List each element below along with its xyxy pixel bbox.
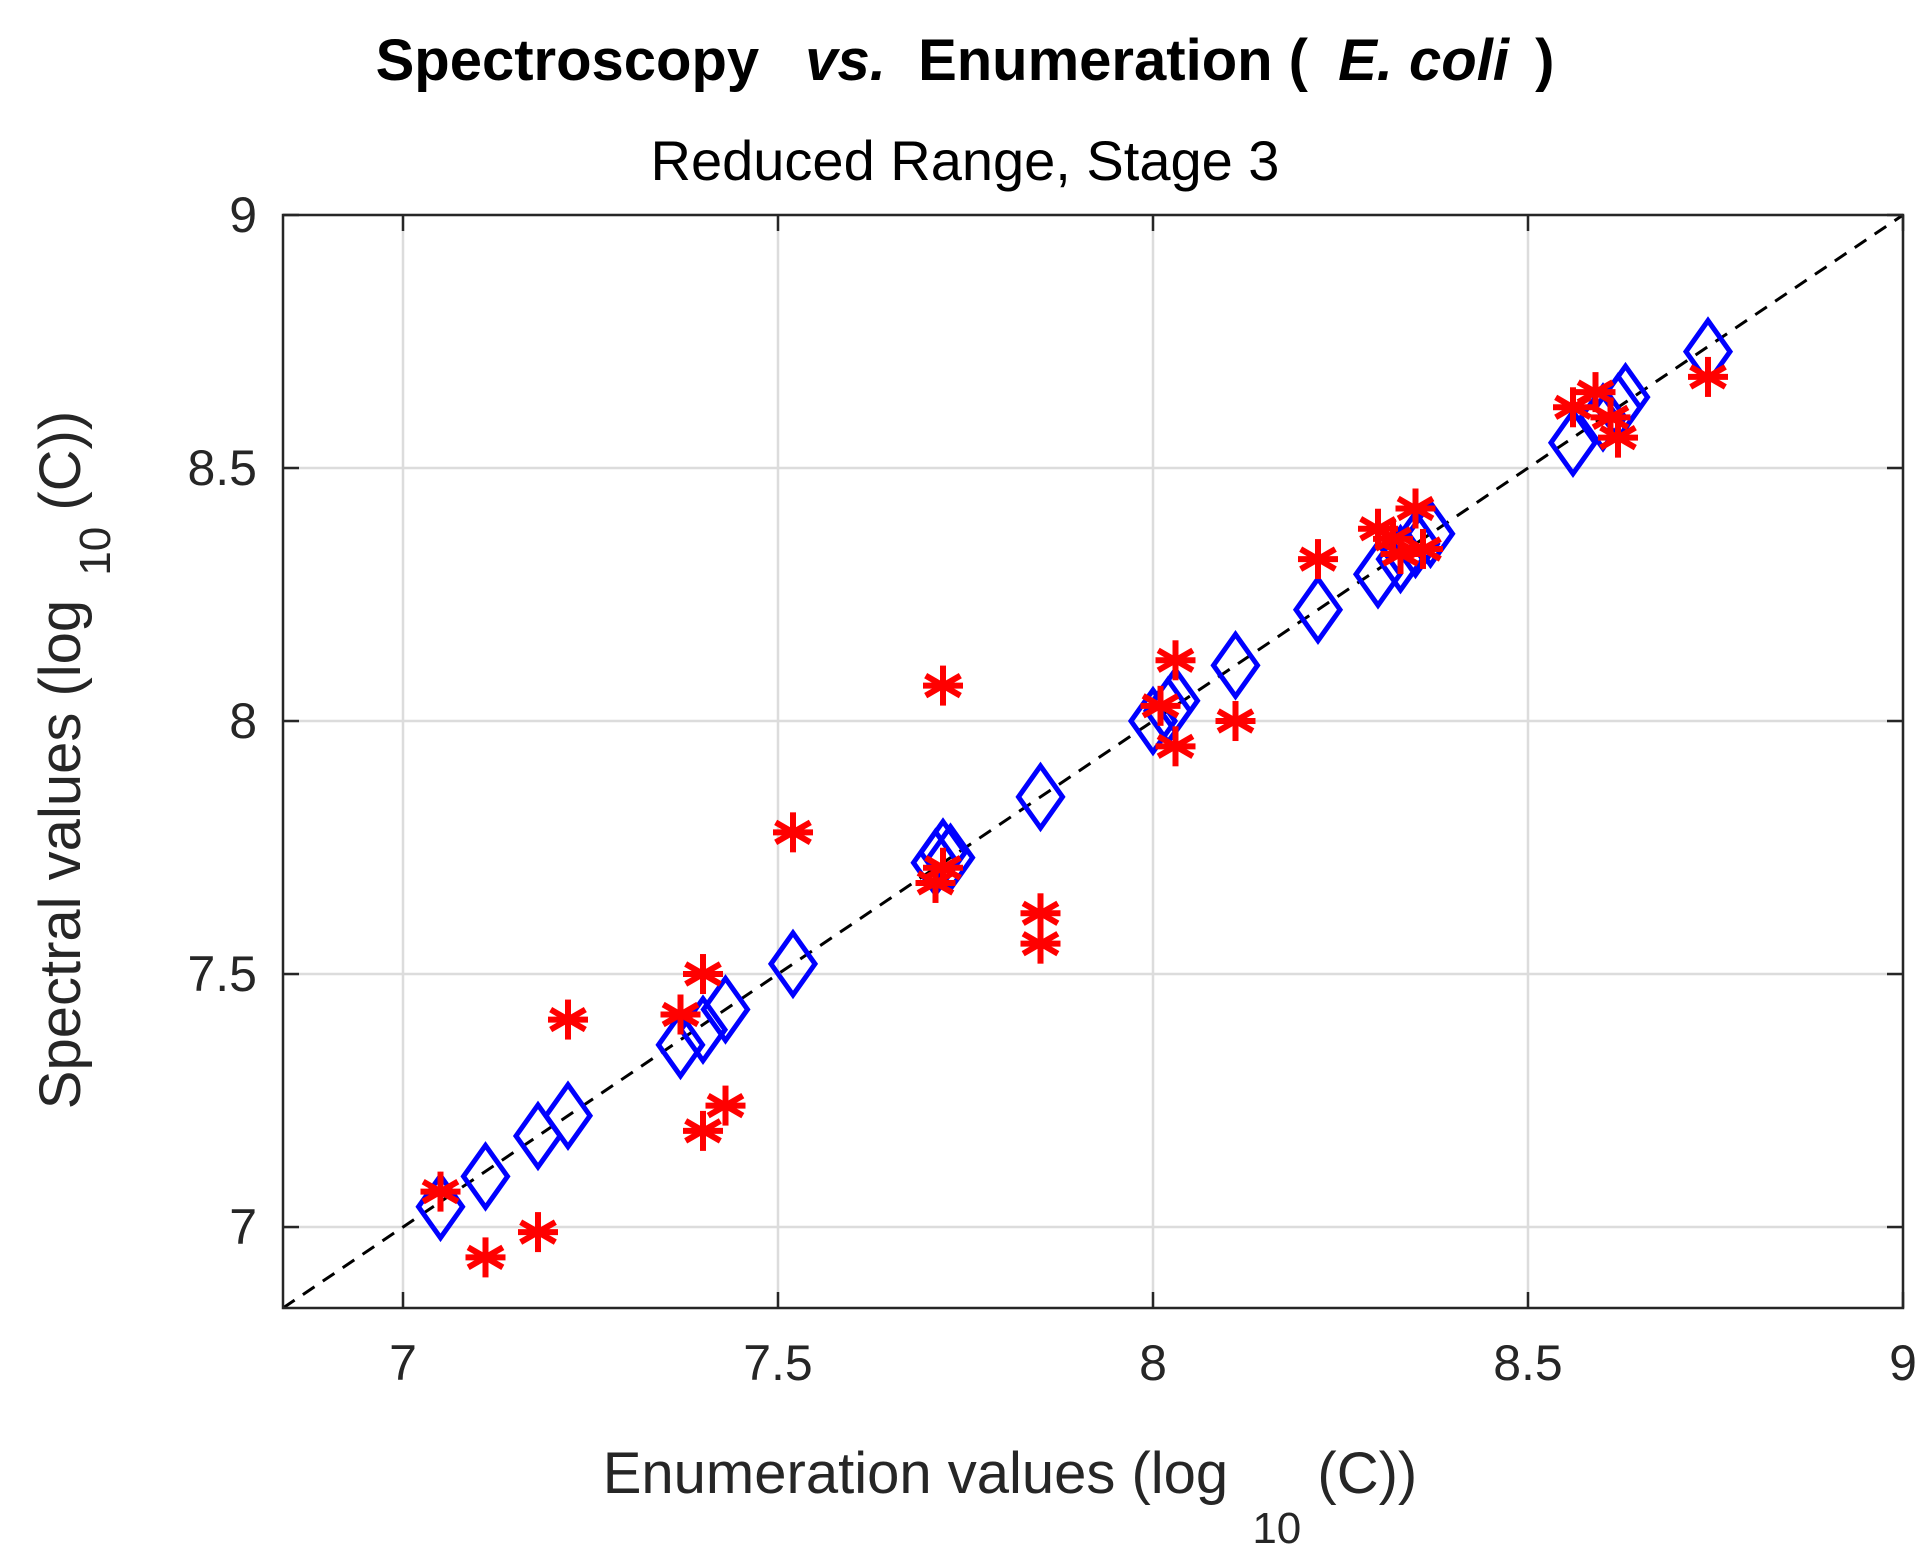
asterisk-point bbox=[1403, 528, 1443, 569]
asterisk-point bbox=[1155, 726, 1196, 767]
diamond-point bbox=[460, 1141, 511, 1212]
asterisk-point bbox=[915, 862, 956, 903]
y-axis-label-end: (C)) bbox=[28, 411, 93, 511]
x-axis-label: Enumeration values (log 10 (C)) bbox=[603, 1441, 1418, 1556]
asterisk-series bbox=[420, 356, 1728, 1278]
asterisk-point bbox=[773, 812, 813, 853]
asterisk-point bbox=[1598, 417, 1638, 458]
asterisk-point bbox=[1155, 640, 1196, 681]
asterisk-point bbox=[518, 1212, 558, 1253]
x-axis-label-end: (C)) bbox=[1317, 1441, 1417, 1506]
asterisk-point bbox=[420, 1171, 461, 1212]
asterisk-point bbox=[1020, 923, 1061, 964]
diamond-point bbox=[1547, 407, 1599, 479]
x-axis-label-sub: 10 bbox=[1252, 1504, 1301, 1553]
y-tick-label: 7 bbox=[229, 1199, 257, 1255]
plot-frame bbox=[281, 213, 1905, 1310]
title-part-5: ) bbox=[1535, 28, 1554, 93]
asterisk-point bbox=[1688, 356, 1728, 397]
title-part-4: E. coli bbox=[1338, 28, 1511, 93]
asterisk-point bbox=[1380, 534, 1421, 575]
plot-area bbox=[281, 213, 1905, 1310]
y-axis-label-sub: 10 bbox=[71, 527, 120, 576]
asterisk-point bbox=[1298, 539, 1338, 580]
chart-subtitle: Reduced Range, Stage 3 bbox=[651, 129, 1280, 192]
asterisk-point bbox=[923, 847, 963, 888]
y-axis-label-main: Spectral values (log bbox=[28, 600, 93, 1109]
diamond-point bbox=[655, 1009, 706, 1081]
asterisk-point bbox=[548, 999, 588, 1040]
title-part-1: Spectroscopy bbox=[376, 28, 760, 93]
x-tick-label: 8.5 bbox=[1493, 1335, 1563, 1391]
x-tick-label: 7.5 bbox=[743, 1335, 813, 1391]
diamond-point bbox=[767, 928, 819, 1000]
diamond-point bbox=[542, 1080, 594, 1152]
tick-marks bbox=[283, 213, 1905, 1308]
asterisk-point bbox=[683, 1110, 723, 1151]
diamond-point bbox=[700, 974, 751, 1045]
diamond-point bbox=[1210, 630, 1261, 701]
diamond-point bbox=[1292, 574, 1344, 646]
y-axis-label: Spectral values (log 10 (C)) bbox=[28, 411, 123, 1109]
y-tick-label: 8.5 bbox=[187, 440, 257, 496]
y-tick-label: 8 bbox=[229, 693, 257, 749]
asterisk-point bbox=[923, 665, 963, 706]
asterisk-point bbox=[1590, 397, 1631, 438]
chart-title: Spectroscopy vs. Enumeration ( E. coli ) bbox=[376, 28, 1555, 93]
title-part-2: vs. bbox=[805, 28, 886, 93]
title-part-3: Enumeration ( bbox=[918, 28, 1309, 93]
asterisk-point bbox=[1140, 685, 1181, 726]
asterisk-point bbox=[1215, 701, 1256, 742]
asterisk-point bbox=[1395, 488, 1436, 529]
x-tick-label: 7 bbox=[389, 1335, 417, 1391]
asterisk-point bbox=[660, 994, 701, 1035]
asterisk-point bbox=[465, 1237, 506, 1278]
x-tick-label: 8 bbox=[1139, 1335, 1167, 1391]
asterisk-point bbox=[683, 954, 723, 995]
x-tick-labels: 7 7.5 8 8.5 9 bbox=[389, 1335, 1917, 1391]
y-tick-label: 7.5 bbox=[187, 946, 257, 1002]
diamond-point bbox=[1352, 538, 1404, 610]
asterisk-point bbox=[705, 1085, 746, 1126]
x-axis-label-main: Enumeration values (log bbox=[603, 1441, 1228, 1506]
diamond-point bbox=[1015, 761, 1066, 833]
y-tick-label: 9 bbox=[229, 187, 257, 243]
diamond-point bbox=[415, 1171, 466, 1243]
asterisk-point bbox=[1553, 387, 1593, 428]
y-tick-labels: 7 7.5 8 8.5 9 bbox=[187, 187, 257, 1255]
x-tick-label: 9 bbox=[1889, 1335, 1917, 1391]
